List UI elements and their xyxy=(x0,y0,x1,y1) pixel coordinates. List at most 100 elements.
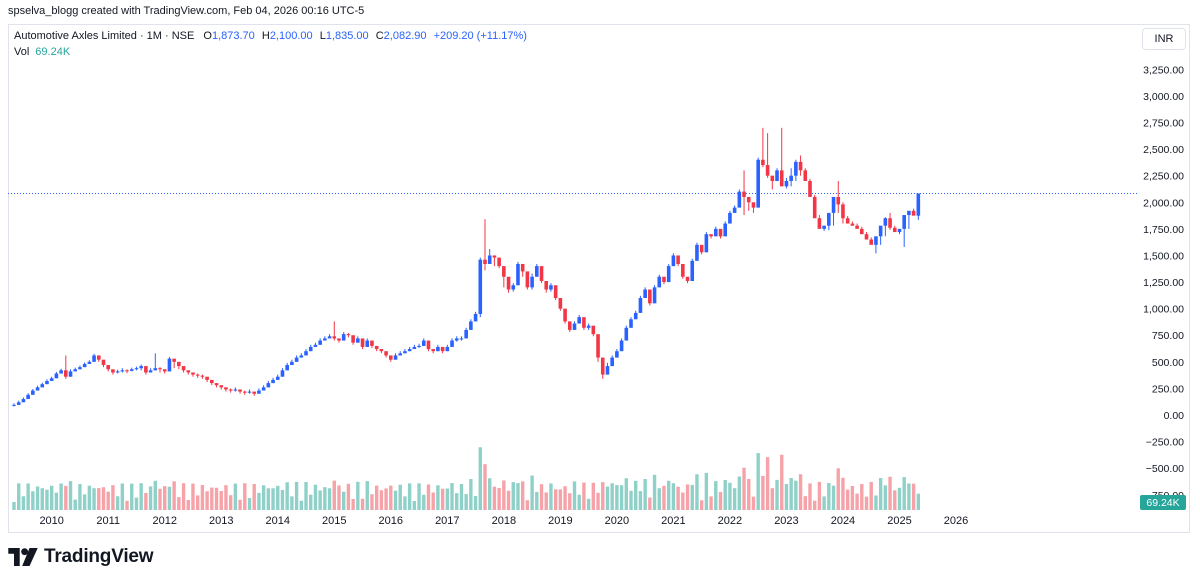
volume-bar xyxy=(676,486,680,510)
candle-body xyxy=(666,266,671,283)
volume-bar xyxy=(714,481,718,510)
candle-body xyxy=(624,327,629,341)
volume-bar xyxy=(422,494,426,510)
candle-body xyxy=(280,370,285,377)
candle-body xyxy=(878,225,883,237)
volume-bar xyxy=(648,497,652,510)
candle-body xyxy=(31,390,35,395)
volume-bar xyxy=(356,481,360,510)
candle-body xyxy=(860,228,864,235)
volume-bar xyxy=(893,490,897,510)
candle-body xyxy=(64,370,68,377)
volume-bar xyxy=(64,485,68,510)
candle-body xyxy=(784,181,789,187)
volume-bar xyxy=(662,485,666,510)
candle-body xyxy=(662,276,666,283)
volume-bar xyxy=(681,492,685,510)
candle-body xyxy=(478,259,483,314)
volume-bar xyxy=(266,488,271,510)
change-value: +209.20 (+11.17%) xyxy=(433,30,527,42)
volume-bar xyxy=(855,493,859,510)
candle-body xyxy=(577,317,581,324)
candle-body xyxy=(389,355,393,360)
ohlc-legend: Automotive Axles Limited · 1M · NSE O1,8… xyxy=(14,28,527,44)
x-tick-label: 2024 xyxy=(831,515,855,527)
candle-body xyxy=(638,298,643,313)
volume-bar xyxy=(393,490,398,510)
volume-bar xyxy=(629,490,633,510)
candle-body xyxy=(502,266,506,277)
candle-body xyxy=(610,357,614,367)
volume-bar xyxy=(17,483,21,510)
candle-body xyxy=(327,336,332,339)
candle-body xyxy=(12,404,16,406)
price-volume-chart[interactable]: 3,250.00 3,000.00 2,750.00 2,500.00 2,250.00… xyxy=(8,24,1190,533)
symbol-title[interactable]: Automotive Axles Limited · 1M · NSE xyxy=(14,30,195,42)
volume-bar xyxy=(652,474,657,510)
volume-bar xyxy=(803,496,807,510)
volume-bar xyxy=(907,483,911,510)
candle-body xyxy=(855,225,859,229)
candle-body xyxy=(718,228,723,237)
volume-bar xyxy=(869,481,873,510)
tradingview-logo[interactable]: TradingView xyxy=(8,546,154,568)
volume-bar xyxy=(243,483,247,510)
candle-body xyxy=(487,255,492,264)
chart-frame xyxy=(8,24,1190,533)
volume-bar xyxy=(638,491,643,510)
volume-bar xyxy=(751,496,756,510)
candle-body xyxy=(535,266,539,277)
candle-body xyxy=(313,344,318,347)
candle-body xyxy=(761,159,765,166)
candle-body xyxy=(779,170,784,187)
x-tick-label: 2016 xyxy=(379,515,403,527)
candle-body xyxy=(888,218,892,228)
volume-bar xyxy=(219,491,223,510)
y-tick-label: 2,750.00 xyxy=(1143,118,1184,130)
volume-bar xyxy=(426,484,431,510)
volume-bar xyxy=(601,482,605,510)
volume-bar xyxy=(238,499,242,510)
chart-credit: spselva_blogg created with TradingView.c… xyxy=(8,5,365,17)
volume-bar xyxy=(596,492,600,510)
candle-body xyxy=(770,175,775,182)
volume-bar xyxy=(309,494,313,510)
x-tick-label: 2015 xyxy=(322,515,346,527)
volume-bar xyxy=(747,478,751,510)
high-value: 2,100.00 xyxy=(269,30,313,42)
candle-body xyxy=(191,372,195,375)
candle-body xyxy=(652,287,657,304)
candle-body xyxy=(827,212,831,226)
candle-body xyxy=(897,228,902,233)
volume-bar xyxy=(158,488,162,510)
volume-bar xyxy=(271,488,275,510)
candle-body xyxy=(214,383,219,386)
volume-bar xyxy=(403,496,407,510)
candle-body xyxy=(591,325,596,335)
volume-bar xyxy=(332,480,336,510)
candle-body xyxy=(308,346,313,352)
volume-bar xyxy=(374,485,379,510)
candle-body xyxy=(605,366,610,375)
candle-body xyxy=(341,334,346,341)
volume-bar xyxy=(186,499,190,510)
volume-label[interactable]: Vol xyxy=(14,46,30,58)
candle-body xyxy=(384,351,388,356)
volume-bar xyxy=(728,482,732,510)
candle-body xyxy=(864,234,869,240)
currency-button[interactable]: INR xyxy=(1142,28,1186,50)
candle-body xyxy=(506,276,511,290)
candle-body xyxy=(299,355,304,358)
candle-body xyxy=(393,355,398,360)
candle-body xyxy=(525,271,530,288)
x-tick-label: 2011 xyxy=(96,515,120,527)
candle-body xyxy=(572,323,577,330)
volume-bar xyxy=(699,500,704,510)
volume-bar xyxy=(666,480,671,510)
candle-body xyxy=(205,376,209,380)
volume-bar xyxy=(31,491,35,510)
candle-body xyxy=(751,202,756,208)
candle-body xyxy=(266,383,271,388)
candle-body xyxy=(633,312,638,320)
volume-bar xyxy=(634,480,638,510)
